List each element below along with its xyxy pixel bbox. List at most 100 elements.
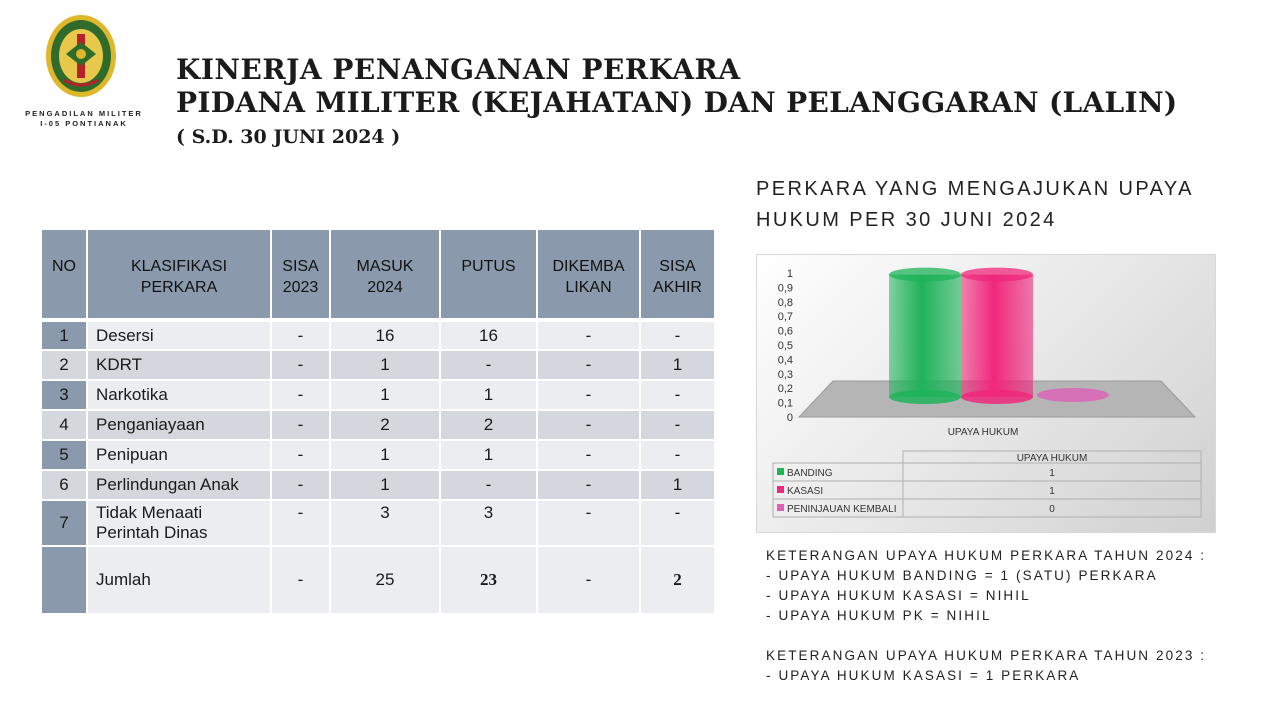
row-dikembalikan: - bbox=[537, 440, 641, 471]
row-masuk: 1 bbox=[330, 350, 441, 381]
row-sisa: - bbox=[271, 500, 331, 547]
notes-2023-item: - UPAYA HUKUM KASASI = 1 PERKARA bbox=[766, 668, 1081, 683]
row-name: KDRT bbox=[87, 350, 272, 381]
y-tick-label: 0,4 bbox=[778, 354, 793, 366]
table-header-row: NO KLASIFIKASI PERKARA SISA 2023 MASUK 2… bbox=[42, 230, 716, 322]
header-no: NO bbox=[42, 230, 88, 322]
data-table-value: 1 bbox=[1049, 468, 1055, 479]
row-sisa-akhir: 1 bbox=[640, 350, 716, 381]
row-dikembalikan: - bbox=[537, 470, 641, 501]
case-table: NO KLASIFIKASI PERKARA SISA 2023 MASUK 2… bbox=[42, 230, 716, 615]
x-axis-label: UPAYA HUKUM bbox=[948, 427, 1019, 438]
row-sisa-akhir: - bbox=[640, 320, 716, 351]
row-putus: - bbox=[440, 350, 538, 381]
title-line-1: KINERJA PENANGANAN PERKARA bbox=[176, 53, 741, 86]
org-line-2: I-05 PONTIANAK bbox=[40, 119, 128, 128]
data-table-row bbox=[772, 498, 1202, 518]
header-sisa-2023: SISA 2023 bbox=[271, 230, 331, 322]
row-no: 3 bbox=[42, 380, 88, 411]
bar-peninjauan-kembali bbox=[1037, 388, 1109, 402]
y-tick-label: 0 bbox=[787, 412, 793, 424]
y-tick-label: 0,7 bbox=[778, 311, 793, 323]
row-no: 6 bbox=[42, 470, 88, 501]
notes-2023-title: KETERANGAN UPAYA HUKUM PERKARA TAHUN 202… bbox=[766, 648, 1207, 663]
data-table-value: 1 bbox=[1049, 486, 1055, 497]
row-sisa-akhir: 1 bbox=[640, 470, 716, 501]
subtitle: ( S.D. 30 JUNI 2024 ) bbox=[176, 126, 401, 148]
legend-label: BANDING bbox=[787, 468, 833, 479]
row-no: 7 bbox=[42, 500, 88, 547]
y-tick-label: 1 bbox=[787, 268, 793, 280]
row-sisa: - bbox=[271, 410, 331, 441]
y-tick-label: 0,9 bbox=[778, 282, 793, 294]
bar-top bbox=[889, 267, 961, 282]
legend-label: KASASI bbox=[787, 486, 823, 497]
bar-banding bbox=[889, 274, 961, 397]
legend-swatch bbox=[777, 468, 784, 475]
chart-heading: PERKARA YANG MENGAJUKAN UPAYA HUKUM PER … bbox=[756, 174, 1236, 236]
row-sisa-akhir: - bbox=[640, 380, 716, 411]
row-name-line-2: Perintah Dinas bbox=[96, 523, 208, 542]
bar-base bbox=[889, 390, 961, 404]
table-row: 7 Tidak Menaati Perintah Dinas - 3 3 - - bbox=[42, 500, 716, 547]
row-dikembalikan: - bbox=[537, 500, 641, 547]
total-sisa: - bbox=[271, 546, 331, 615]
appeal-chart: 0 0,1 0,2 0,3 0,4 0,5 0,6 0,7 0,8 0,9 1 UPAYA HUKUM… bbox=[756, 254, 1216, 533]
row-masuk: 1 bbox=[330, 470, 441, 501]
row-no: 4 bbox=[42, 410, 88, 441]
row-dikembalikan: - bbox=[537, 380, 641, 411]
row-sisa: - bbox=[271, 470, 331, 501]
y-tick-label: 0,8 bbox=[778, 297, 793, 309]
y-tick-label: 0,6 bbox=[778, 326, 793, 338]
data-table-header: UPAYA HUKUM bbox=[1017, 453, 1088, 464]
data-table-row bbox=[772, 480, 1202, 500]
total-putus: 23 bbox=[440, 546, 538, 615]
row-name: Penganiayaan bbox=[87, 410, 272, 441]
row-name: Perlindungan Anak bbox=[87, 470, 272, 501]
court-logo bbox=[46, 15, 116, 97]
row-name: Desersi bbox=[87, 320, 272, 351]
legend-swatch bbox=[777, 504, 784, 511]
title-line-2: PIDANA MILITER (KEJAHATAN) DAN PELANGGAR… bbox=[176, 86, 1178, 119]
total-sisa-akhir: 2 bbox=[640, 546, 716, 615]
row-sisa: - bbox=[271, 440, 331, 471]
organization-name: PENGADILAN MILITER I-05 PONTIANAK bbox=[16, 109, 152, 129]
table-row: 1 Desersi - 16 16 - - bbox=[42, 320, 716, 351]
row-dikembalikan: - bbox=[537, 410, 641, 441]
row-sisa-akhir: - bbox=[640, 440, 716, 471]
row-name: Tidak Menaati Perintah Dinas bbox=[87, 500, 272, 547]
row-dikembalikan: - bbox=[537, 350, 641, 381]
row-putus: - bbox=[440, 470, 538, 501]
notes-2024-title: KETERANGAN UPAYA HUKUM PERKARA TAHUN 202… bbox=[766, 548, 1207, 563]
table-total-row: Jumlah - 25 23 - 2 bbox=[42, 546, 716, 615]
row-masuk: 3 bbox=[330, 500, 441, 547]
header-putus: PUTUS bbox=[440, 230, 538, 322]
row-no: 2 bbox=[42, 350, 88, 381]
table-row: 4 Penganiayaan - 2 2 - - bbox=[42, 410, 716, 441]
total-masuk: 25 bbox=[330, 546, 441, 615]
row-putus: 3 bbox=[440, 500, 538, 547]
row-putus: 1 bbox=[440, 380, 538, 411]
legend-label: PENINJAUAN KEMBALI bbox=[787, 504, 896, 515]
notes-2024-item: - UPAYA HUKUM KASASI = NIHIL bbox=[766, 588, 1031, 603]
y-tick-label: 0,5 bbox=[778, 340, 793, 352]
appeal-chart-svg: 0 0,1 0,2 0,3 0,4 0,5 0,6 0,7 0,8 0,9 1 UPAYA HUKUM… bbox=[772, 267, 1202, 518]
legend-swatch bbox=[777, 486, 784, 493]
page-title: KINERJA PENANGANAN PERKARA PIDANA MILITE… bbox=[176, 54, 1177, 152]
row-sisa-akhir: - bbox=[640, 410, 716, 441]
notes: KETERANGAN UPAYA HUKUM PERKARA TAHUN 202… bbox=[766, 546, 1236, 686]
data-table-value: 0 bbox=[1049, 504, 1055, 515]
row-sisa: - bbox=[271, 380, 331, 411]
row-masuk: 16 bbox=[330, 320, 441, 351]
row-sisa: - bbox=[271, 350, 331, 381]
header-klasifikasi: KLASIFIKASI PERKARA bbox=[87, 230, 272, 322]
table-row: 5 Penipuan - 1 1 - - bbox=[42, 440, 716, 471]
notes-2024-item: - UPAYA HUKUM PK = NIHIL bbox=[766, 608, 992, 623]
row-no: 1 bbox=[42, 320, 88, 351]
row-sisa: - bbox=[271, 320, 331, 351]
total-no bbox=[42, 546, 88, 615]
row-name: Penipuan bbox=[87, 440, 272, 471]
total-dikembalikan: - bbox=[537, 546, 641, 615]
row-no: 5 bbox=[42, 440, 88, 471]
header-dikembalikan: DIKEMBA LIKAN bbox=[537, 230, 641, 322]
